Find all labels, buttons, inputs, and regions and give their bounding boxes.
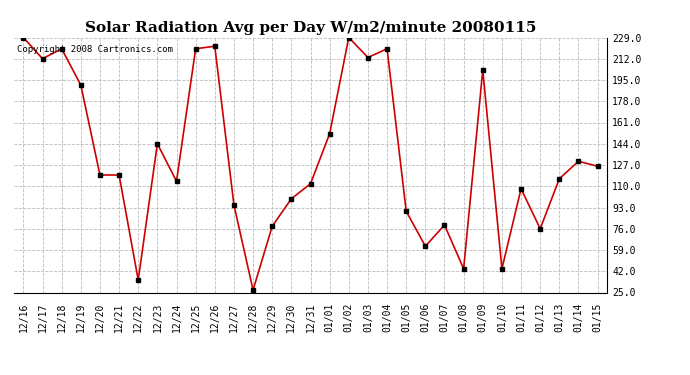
Title: Solar Radiation Avg per Day W/m2/minute 20080115: Solar Radiation Avg per Day W/m2/minute … [85,21,536,35]
Text: Copyright 2008 Cartronics.com: Copyright 2008 Cartronics.com [17,45,172,54]
